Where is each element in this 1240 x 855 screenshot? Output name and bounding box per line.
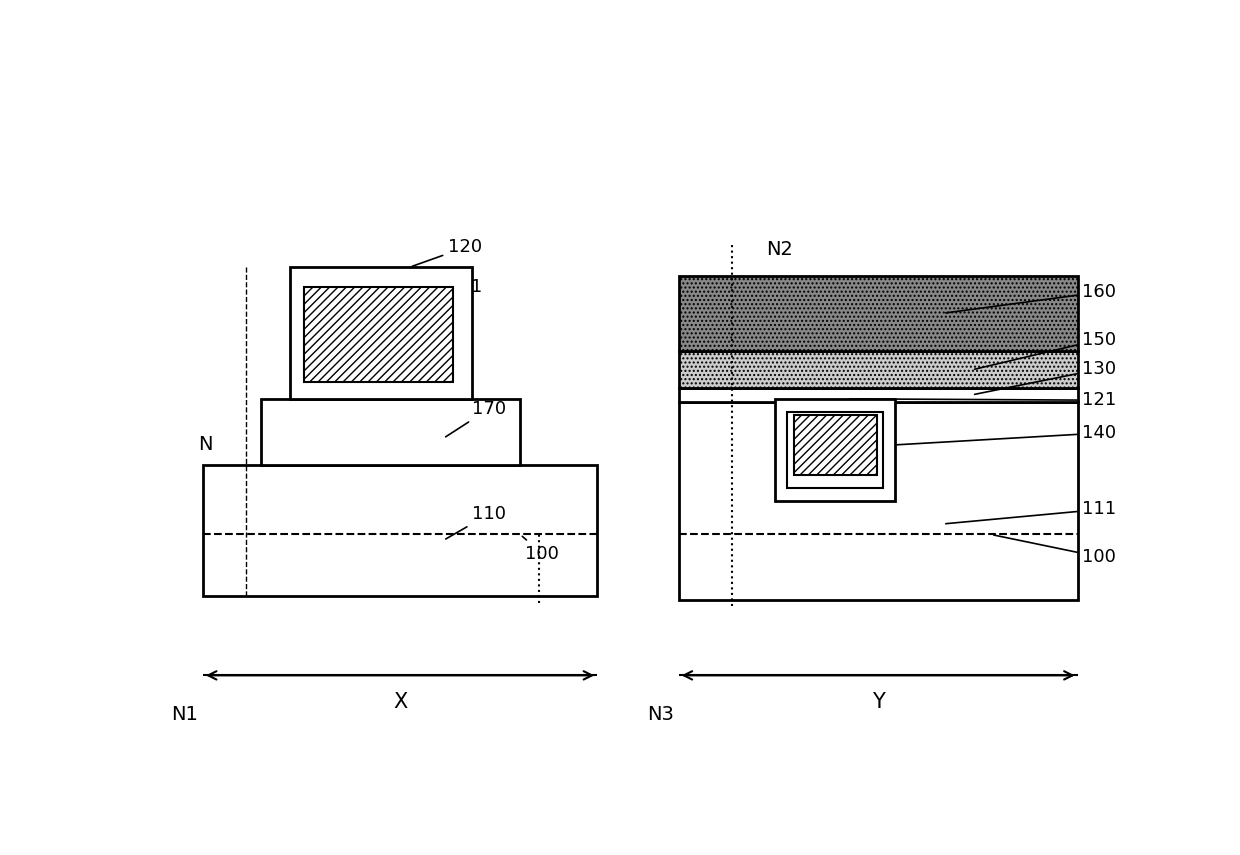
Text: 160: 160	[946, 283, 1116, 313]
Bar	[260, 398, 521, 465]
Bar	[678, 351, 1078, 387]
Text: X: X	[393, 692, 407, 712]
Text: 121: 121	[849, 392, 1116, 410]
Text: Y: Y	[872, 692, 884, 712]
Text: N1: N1	[171, 705, 198, 724]
Bar	[787, 412, 883, 487]
Bar	[678, 402, 1078, 599]
Bar	[678, 276, 1078, 351]
Bar	[678, 387, 1078, 402]
Text: N: N	[198, 435, 213, 455]
Text: 170: 170	[445, 400, 506, 437]
Bar	[304, 287, 453, 382]
Text: 130: 130	[975, 360, 1116, 394]
Text: 120: 120	[412, 239, 482, 266]
Text: 111: 111	[946, 500, 1116, 524]
Text: 150: 150	[975, 331, 1116, 369]
Text: 100: 100	[993, 535, 1116, 566]
Bar	[794, 416, 877, 475]
Bar	[775, 398, 895, 501]
Text: 131: 131	[378, 278, 482, 341]
Text: N2: N2	[766, 240, 794, 259]
Text: 100: 100	[522, 536, 559, 563]
Text: 110: 110	[445, 505, 506, 539]
Text: 140: 140	[839, 424, 1116, 448]
Bar	[203, 464, 596, 597]
Bar	[290, 267, 472, 398]
Text: N3: N3	[647, 705, 675, 724]
